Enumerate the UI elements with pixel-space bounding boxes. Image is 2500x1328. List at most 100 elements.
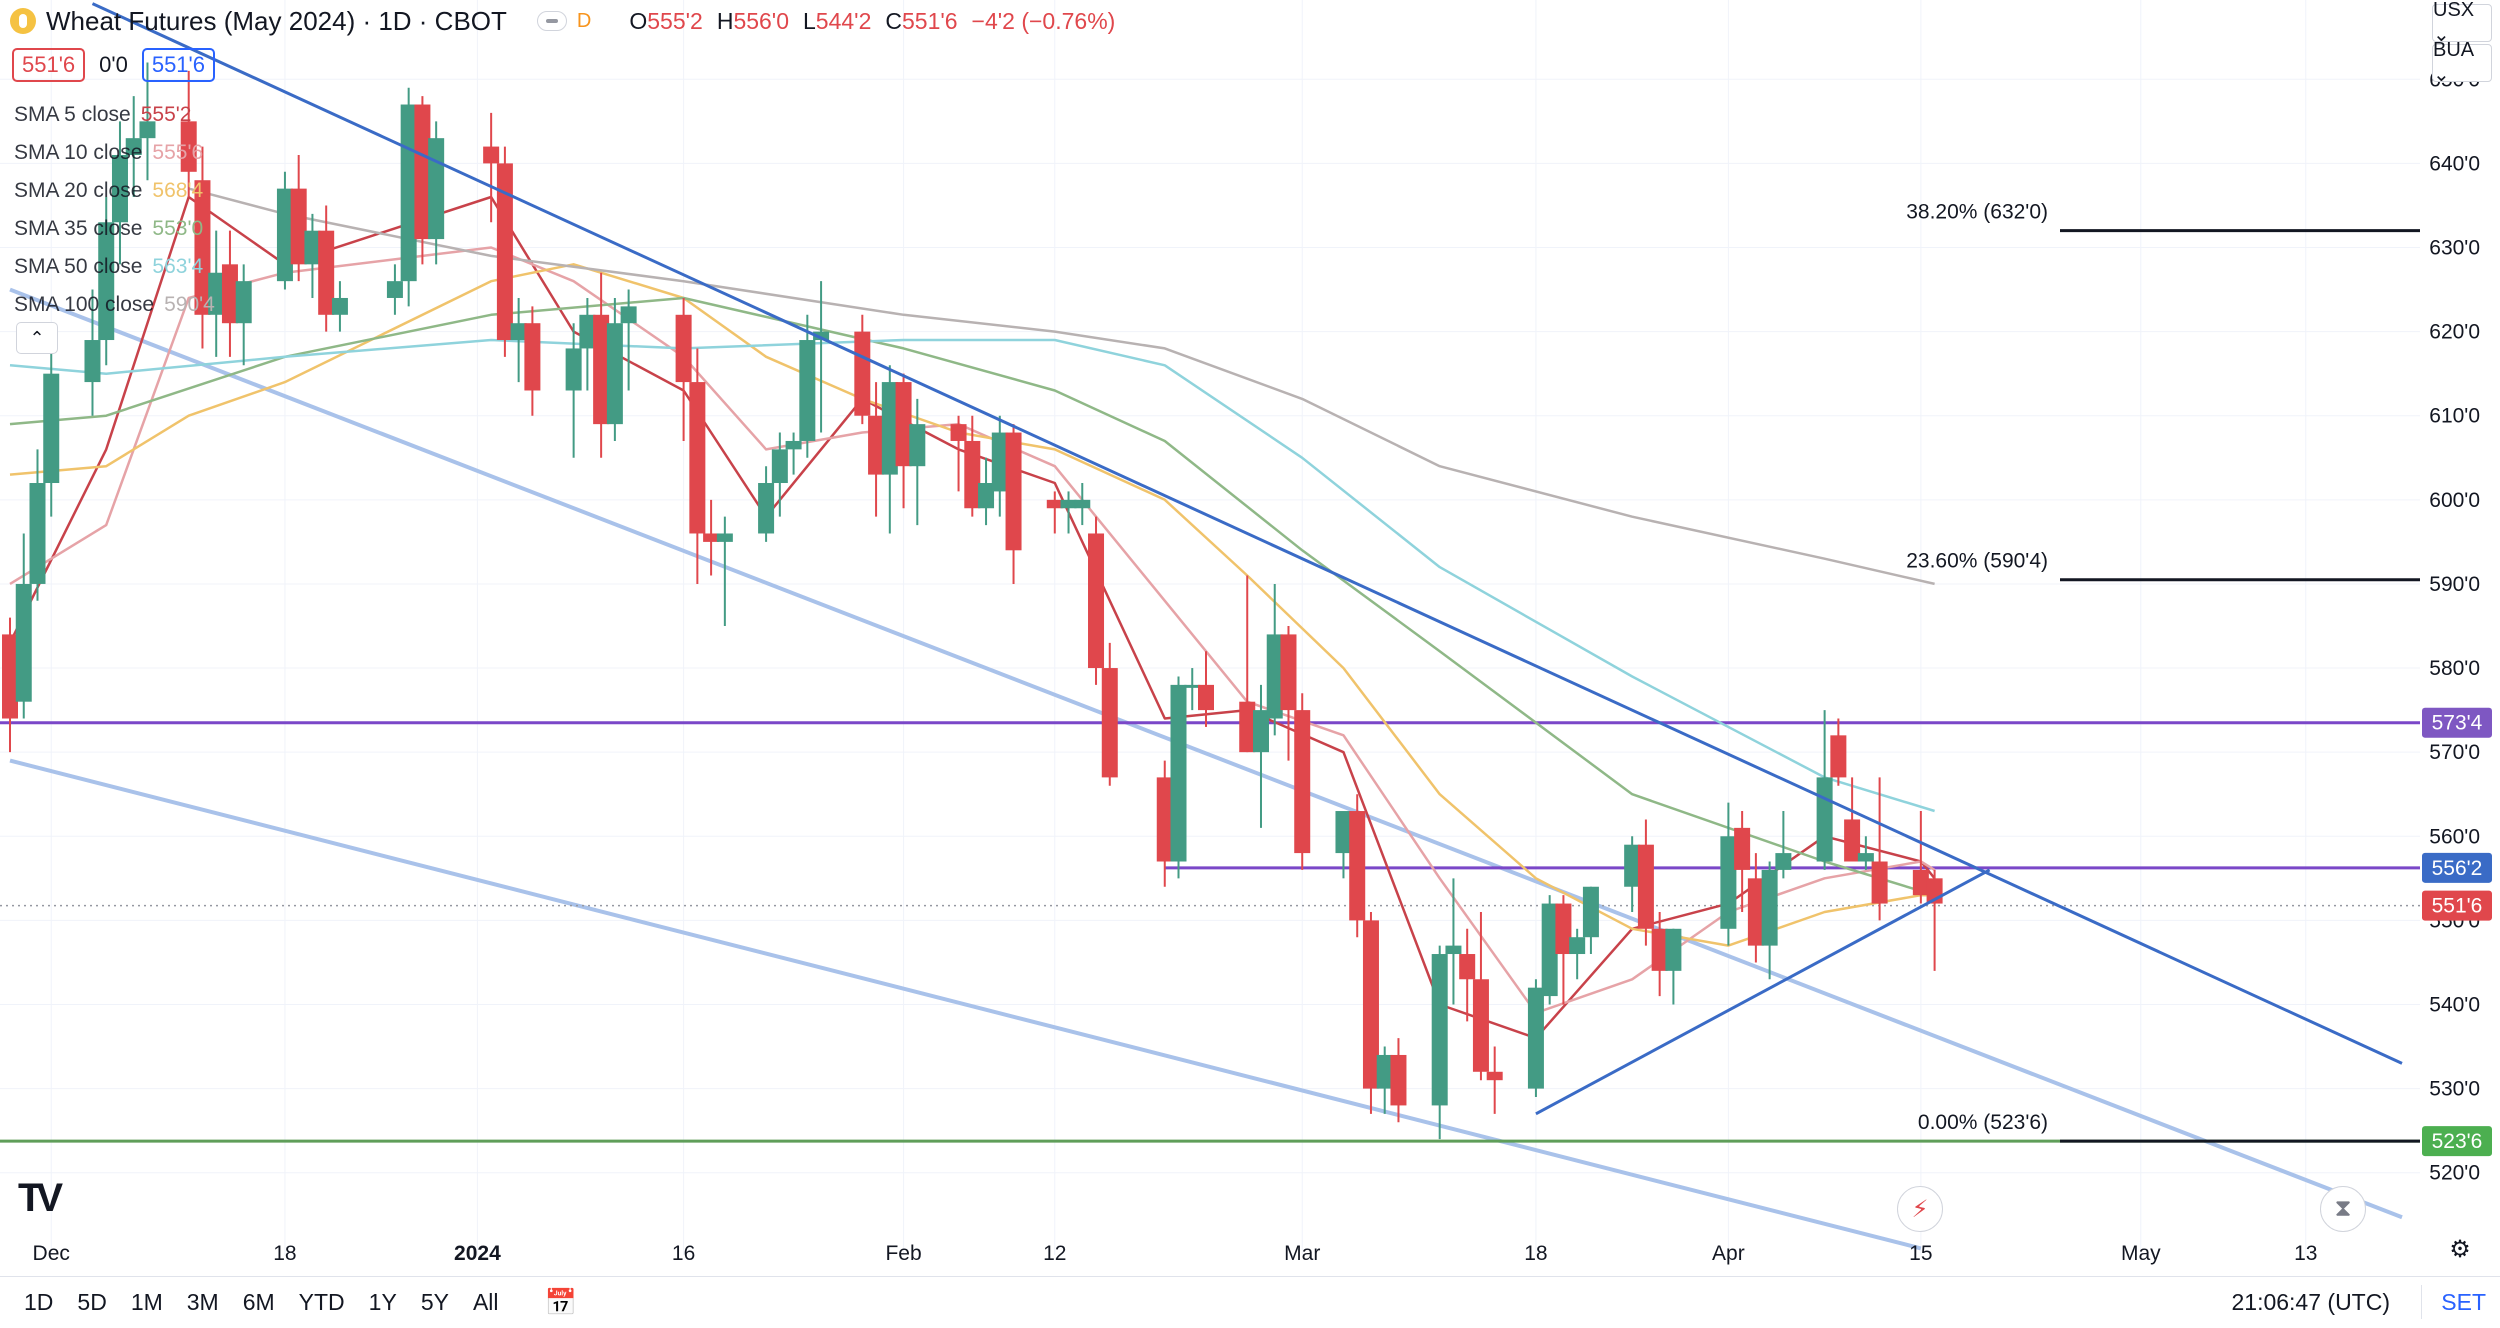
unit-selector[interactable]: BUA ⌄ xyxy=(2432,39,2492,86)
market-status-icon[interactable] xyxy=(536,11,567,31)
time-tick: 18 xyxy=(273,1242,296,1265)
candle-body xyxy=(496,163,513,341)
ohlc-low-value: 544'2 xyxy=(815,7,872,34)
candle-body xyxy=(1280,634,1297,711)
range-5y[interactable]: 5Y xyxy=(420,1289,449,1315)
candle-body xyxy=(15,583,32,702)
range-1m[interactable]: 1M xyxy=(130,1289,163,1315)
clock[interactable]: 21:06:47 (UTC) xyxy=(2231,1289,2390,1315)
time-tick: 16 xyxy=(672,1242,695,1265)
candle-body xyxy=(1527,987,1544,1089)
time-axis[interactable]: Dec 18 2024 16 Feb 12 Mar 18 Apr 15 May 13 xyxy=(33,1242,2318,1265)
range-1y[interactable]: 1Y xyxy=(368,1289,397,1315)
legend-value: 555'6 xyxy=(152,141,204,164)
symbol-title[interactable]: Wheat Futures (May 2024) · 1D · CBOT xyxy=(46,5,507,36)
sma-line xyxy=(8,195,1936,1040)
lightning-icon[interactable]: ⚡ xyxy=(1897,1186,1943,1232)
divider xyxy=(2421,1285,2422,1319)
candle-body xyxy=(1170,684,1187,862)
price-tick: 630'0 xyxy=(2429,237,2480,260)
candle-body xyxy=(125,138,142,155)
candle-body xyxy=(2,634,18,719)
legend-sma-100[interactable]: SMA 100 close 590'4 xyxy=(14,286,215,324)
candle-body xyxy=(29,483,46,584)
candle-body xyxy=(771,449,788,484)
wheat-logo-icon xyxy=(10,8,36,34)
time-tick: Apr xyxy=(1712,1242,1745,1265)
legend-sma-20[interactable]: SMA 20 close 568'4 xyxy=(14,172,215,210)
range-3m[interactable]: 3M xyxy=(186,1289,219,1315)
time-tick: 15 xyxy=(1909,1242,1932,1265)
candle-body xyxy=(483,146,500,164)
hourglass-icon[interactable]: ⧗ xyxy=(2320,1186,2366,1232)
legend-sma-10[interactable]: SMA 10 close 555'6 xyxy=(14,134,215,172)
price-tick: 570'0 xyxy=(2429,741,2480,764)
legend-sma-5[interactable]: SMA 5 close 555'2 xyxy=(14,96,215,134)
bottom-toolbar: 1D 5D 1M 3M 6M YTD 1Y 5Y All 📅 21:06:47 … xyxy=(0,1276,2500,1328)
range-1d[interactable]: 1D xyxy=(24,1289,54,1315)
candle-body xyxy=(208,272,225,315)
legend-sma-50[interactable]: SMA 50 close 563'4 xyxy=(14,248,215,286)
candle-body xyxy=(1198,684,1214,711)
sell-button[interactable]: 551'6 xyxy=(12,48,86,82)
legend-value: 555'2 xyxy=(140,103,192,126)
delay-badge[interactable]: D xyxy=(576,9,592,32)
calendar-icon[interactable]: 📅 xyxy=(544,1287,577,1317)
price-tag: 556'2 xyxy=(2432,857,2483,880)
price-tick: 560'0 xyxy=(2429,825,2480,848)
candle-body xyxy=(98,222,115,341)
candle-body xyxy=(1349,811,1366,921)
sma-line xyxy=(9,263,1935,947)
candle-body xyxy=(716,533,733,542)
candle-body xyxy=(290,188,307,265)
legend-sma-35[interactable]: SMA 35 close 553'0 xyxy=(14,210,215,248)
tradingview-logo-icon[interactable]: TV xyxy=(18,1176,63,1220)
candle-body xyxy=(1761,869,1778,946)
candle-body xyxy=(318,230,335,315)
candle-body xyxy=(1431,954,1448,1106)
candle-body xyxy=(1486,1071,1503,1081)
candle-body xyxy=(950,424,967,441)
symbol-header: Wheat Futures (May 2024) · 1D · CBOT D O… xyxy=(10,4,1129,38)
candle-body xyxy=(1184,684,1201,688)
buy-button[interactable]: 551'6 xyxy=(141,48,215,82)
candle-body xyxy=(386,281,403,298)
settings-button[interactable]: SET xyxy=(2441,1289,2486,1315)
range-5d[interactable]: 5D xyxy=(77,1289,107,1315)
trade-buttons: 551'6 0'0 551'6 xyxy=(12,48,215,82)
legend-value: 568'4 xyxy=(152,179,204,202)
candle-body xyxy=(1459,954,1476,980)
candle-body xyxy=(1720,836,1737,929)
candle-body xyxy=(758,483,775,534)
candle-body xyxy=(1445,945,1462,955)
sma-line xyxy=(9,338,1935,813)
candle-body xyxy=(510,323,527,341)
legend-label: SMA 10 close xyxy=(14,141,143,164)
price-tick: 540'0 xyxy=(2429,993,2480,1016)
candle-body xyxy=(235,281,252,324)
range-ytd[interactable]: YTD xyxy=(298,1289,345,1315)
trend-lines xyxy=(91,2,2403,1116)
time-tick: May xyxy=(2121,1242,2161,1265)
candle-body xyxy=(1060,499,1077,509)
candle-body xyxy=(1857,853,1874,862)
range-6m[interactable]: 6M xyxy=(242,1289,275,1315)
price-tick: 620'0 xyxy=(2429,321,2480,344)
price-axis[interactable]: 650'0640'0630'0620'0610'0600'0590'0580'0… xyxy=(2422,68,2492,1185)
price-tag: 551'6 xyxy=(2432,895,2483,918)
gear-icon[interactable]: ⚙ xyxy=(2443,1232,2477,1266)
currency-selector[interactable]: USX ⌄ xyxy=(2432,0,2492,46)
candle-body xyxy=(1362,920,1379,1089)
collapse-legend-chevron-up-icon[interactable]: ⌃ xyxy=(16,322,58,354)
candle-body xyxy=(1239,701,1256,753)
candle-body xyxy=(194,180,211,315)
time-tick: 13 xyxy=(2294,1242,2317,1265)
price-change: −4'2 (−0.76%) xyxy=(971,7,1116,34)
range-all[interactable]: All xyxy=(472,1289,499,1315)
candle-body xyxy=(1637,844,1654,929)
sma-line xyxy=(9,246,1936,1015)
sma-line xyxy=(9,296,1935,897)
candle-body xyxy=(1046,499,1063,509)
price-tag-bg xyxy=(2422,1126,2492,1157)
